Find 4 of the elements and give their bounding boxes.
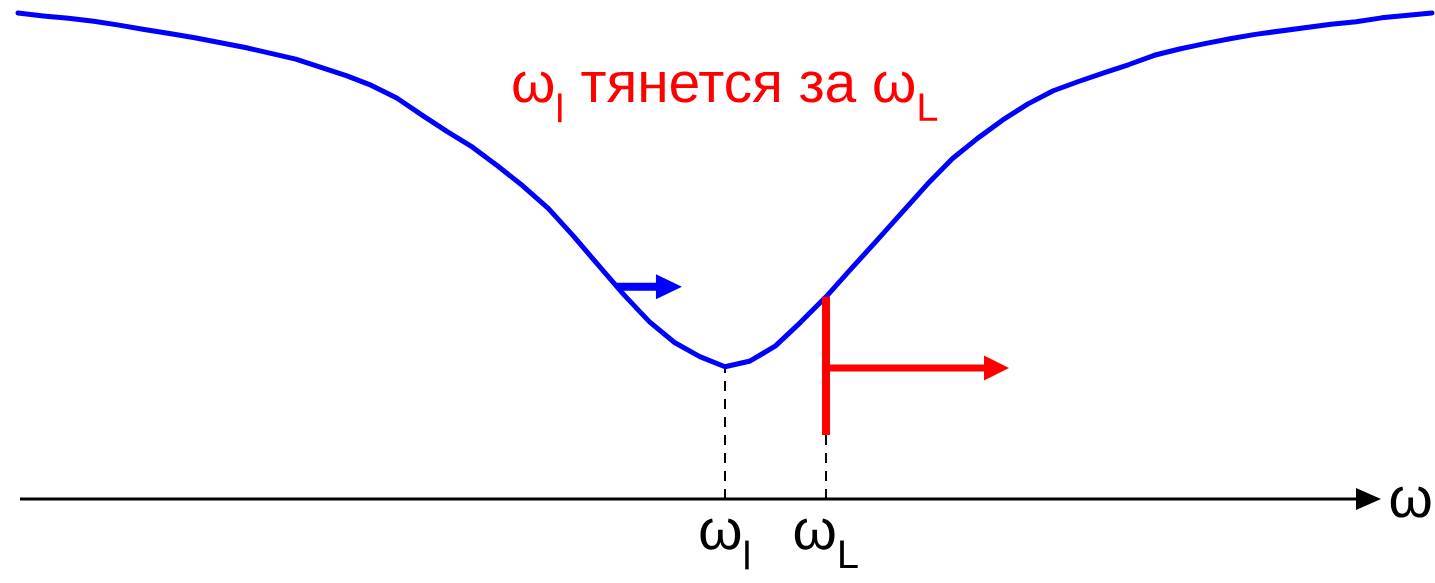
annotation: ω$_{l}$ тянется за ω$_{L}$	[513, 71, 938, 123]
x-tick-label: ω$_{l}$	[700, 518, 749, 570]
x-axis-title: ω	[1390, 486, 1431, 518]
x-tick-label: ω$_{L}$	[794, 518, 858, 568]
